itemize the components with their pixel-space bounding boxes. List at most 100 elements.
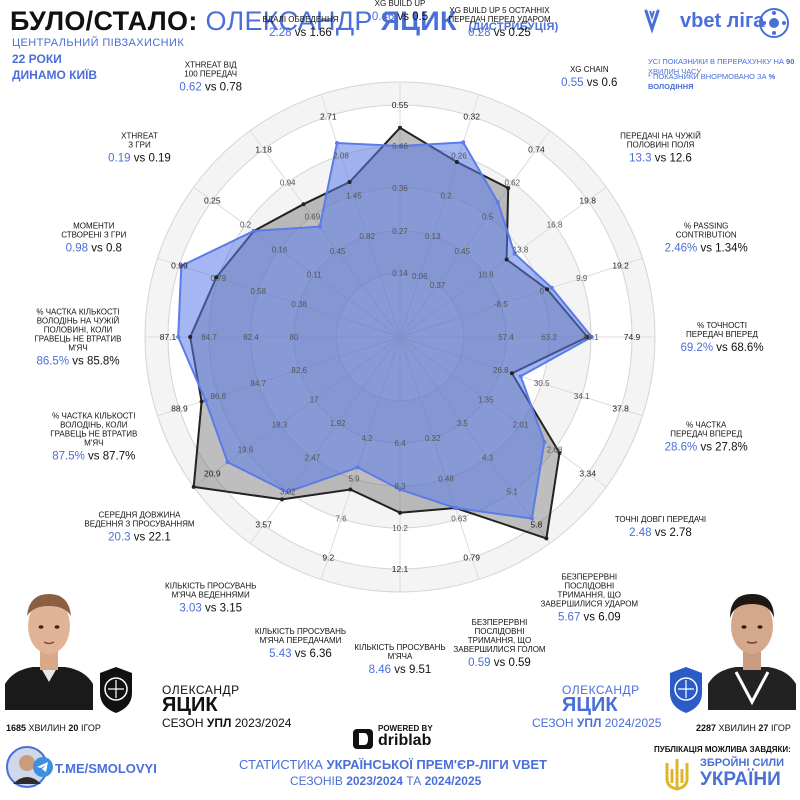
value-2023-2024: 0.59 bbox=[508, 657, 530, 669]
axis-tick-label: 5.8 bbox=[530, 520, 542, 530]
axis-tick-label: 0.94 bbox=[280, 179, 296, 188]
axis-tick-label: 0.32 bbox=[463, 111, 480, 121]
series-2023-2024-point bbox=[191, 484, 196, 489]
axis-value-compare: 28.6% vs 27.8% bbox=[665, 442, 748, 454]
axis-tick-label: 82.6 bbox=[291, 366, 307, 375]
per90-note: УСІ ПОКАЗНИКИ В ПЕРЕРАХУНКУ НА 90 ХВИЛИН… bbox=[648, 57, 798, 77]
axis-value-compare: 3.03 vs 3.15 bbox=[179, 603, 242, 615]
value-2023-2024: 1.34% bbox=[715, 243, 748, 255]
minutes-value: 2287 bbox=[696, 723, 717, 733]
axis-tick-label: 9.2 bbox=[322, 553, 334, 563]
axis-name-line: ГРАВЕЦЬ НЕ ВТРАТИВ bbox=[34, 335, 121, 344]
telegram-link[interactable]: T.ME/SMOLOVYI bbox=[55, 761, 157, 776]
driblab-icon bbox=[353, 729, 373, 749]
axis-name-line: XTHREAT bbox=[121, 132, 158, 141]
axis-tick-label: 10.8 bbox=[478, 271, 494, 280]
axis-value-compare: 0.59 vs 0.59 bbox=[468, 657, 531, 669]
value-2024-2025: 0.59 bbox=[468, 657, 490, 669]
axis-tick-label: 0.55 bbox=[392, 100, 409, 110]
series-2024-2025-point bbox=[495, 200, 500, 205]
axis-name-line: % ЧАСТКА КІЛЬКОСТІ bbox=[52, 412, 135, 421]
axis-tick-label: 0.13 bbox=[425, 232, 441, 241]
driblab-logo-text: driblab bbox=[378, 732, 432, 749]
minutes-value: 1685 bbox=[6, 723, 27, 733]
axis-tick-label: 0.2 bbox=[240, 221, 252, 230]
vbet-liga-logo bbox=[644, 8, 789, 38]
value-2023-2024: 0.5 bbox=[412, 11, 428, 23]
axis-value-compare: 2.48 vs 2.78 bbox=[629, 527, 692, 539]
axis-name-line: М'ЯЧА bbox=[388, 652, 413, 661]
value-2023-2024: 9.51 bbox=[409, 664, 431, 676]
axis-tick-label: 4.3 bbox=[482, 454, 494, 463]
series-2024-2025-point bbox=[512, 251, 517, 256]
games-word: ІГОР bbox=[770, 723, 791, 733]
value-2024-2025: 0.62 bbox=[179, 82, 201, 94]
axis-tick-label: 3.02 bbox=[280, 488, 296, 497]
value-2024-2025: 0.28 bbox=[468, 27, 490, 39]
axis-name-line: CONTRIBUTION bbox=[676, 231, 737, 240]
league-logo-text: vbet ліга bbox=[680, 10, 765, 32]
value-2024-2025: 0.46 bbox=[372, 11, 394, 23]
axis-tick-label: 34.1 bbox=[574, 392, 590, 401]
series-2023-2024-point bbox=[557, 450, 562, 455]
value-2024-2025: 13.3 bbox=[629, 153, 651, 165]
vs-word: vs bbox=[652, 527, 670, 539]
axis-tick-label: 0.48 bbox=[438, 475, 454, 484]
footer-line-2: СЕЗОНІВ 2023/2024 ТА 2024/2025 bbox=[290, 774, 481, 788]
value-2024-2025: 5.67 bbox=[558, 612, 580, 624]
club-crest-right bbox=[670, 667, 702, 713]
series-2024-2025-point bbox=[252, 228, 256, 233]
axis-tick-label: 19.8 bbox=[579, 196, 596, 206]
axis-tick-label: 84.7 bbox=[251, 379, 267, 388]
axis-tick-label: 0.37 bbox=[430, 281, 446, 290]
axis-name-line: ПОСЛІДОВНІ bbox=[564, 582, 614, 591]
value-2023-2024: 6.36 bbox=[309, 648, 331, 660]
axis-name-line: ВЕДЕННЯ З ПРОСУВАННЯМ bbox=[84, 519, 195, 528]
axis-value-compare: 20.3 vs 22.1 bbox=[108, 531, 171, 543]
series-2023-2024-point bbox=[348, 487, 353, 492]
armed-forces-line-1: ЗБРОЙНІ СИЛИ bbox=[700, 757, 784, 769]
trident-icon bbox=[665, 759, 689, 791]
axis-tick-label: 0.26 bbox=[451, 151, 467, 160]
publication-label: ПУБЛІКАЦІЯ МОЖЛИВА ЗАВДЯКИ: bbox=[654, 745, 791, 754]
value-2023-2024: 6.09 bbox=[598, 612, 620, 624]
right-player-last-name: ЯЦИК bbox=[562, 694, 618, 716]
axis-value-compare: 5.43 vs 6.36 bbox=[269, 648, 332, 660]
footer-text: СЕЗОНІВ bbox=[290, 774, 343, 788]
vs-word: vs bbox=[713, 342, 731, 354]
axis-tick-label: 88.9 bbox=[171, 404, 188, 414]
axis-tick-label: 0.16 bbox=[272, 245, 288, 254]
value-2024-2025: 2.46% bbox=[665, 243, 698, 255]
axis-tick-label: 69.1 bbox=[583, 333, 599, 342]
series-2024-2025-point bbox=[542, 439, 547, 444]
club-crest-left bbox=[100, 667, 132, 713]
axis-name-line: ТРИМАННЯ, ЩО bbox=[468, 636, 531, 645]
series-2024-2025-point bbox=[179, 263, 184, 268]
axis-name-line: М'ЯЧ bbox=[84, 439, 103, 448]
axis-tick-label: 0.63 bbox=[451, 515, 467, 524]
axis-tick-label: 0.58 bbox=[251, 287, 267, 296]
axis-name-line: % ЧАСТКА КІЛЬКОСТІ bbox=[36, 308, 119, 317]
armed-forces-line-2: УКРАЇНИ bbox=[700, 769, 781, 790]
footer-text: СТАТИСТИКА bbox=[239, 757, 323, 772]
value-2023-2024: 85.8% bbox=[87, 356, 120, 368]
axis-tick-label: 0.45 bbox=[330, 247, 346, 256]
axis-tick-label: 19.2 bbox=[612, 260, 629, 270]
series-2023-2024-point bbox=[301, 202, 306, 207]
series-2024-2025-point bbox=[285, 490, 290, 495]
series-2024-2025-point bbox=[203, 398, 208, 403]
series-2023-2024-point bbox=[585, 335, 590, 339]
value-2024-2025: 20.3 bbox=[108, 531, 130, 543]
value-2023-2024: 0.8 bbox=[106, 243, 122, 255]
note-highlight: 90 bbox=[786, 57, 795, 66]
vs-word: vs bbox=[491, 27, 509, 39]
value-2024-2025: 0.55 bbox=[561, 77, 583, 89]
